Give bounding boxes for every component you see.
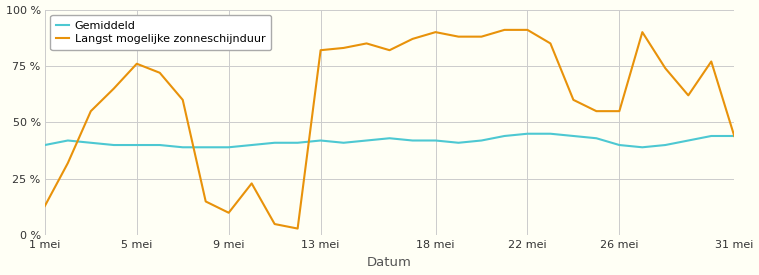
Line: Gemiddeld: Gemiddeld	[45, 134, 734, 147]
Langst mogelijke zonneschijnduur	[684, 94, 693, 97]
Gemiddeld	[661, 143, 670, 147]
Langst mogelijke zonneschijnduur	[109, 87, 118, 90]
Gemiddeld	[178, 146, 187, 149]
Gemiddeld	[224, 146, 233, 149]
Gemiddeld	[293, 141, 302, 144]
Langst mogelijke zonneschijnduur	[477, 35, 486, 38]
Gemiddeld	[615, 143, 624, 147]
Gemiddeld	[270, 141, 279, 144]
Langst mogelijke zonneschijnduur	[592, 109, 601, 113]
Gemiddeld	[500, 134, 509, 138]
Gemiddeld	[385, 137, 394, 140]
Gemiddeld	[454, 141, 463, 144]
Gemiddeld	[523, 132, 532, 135]
Langst mogelijke zonneschijnduur	[707, 60, 716, 63]
Gemiddeld	[729, 134, 739, 138]
Gemiddeld	[592, 137, 601, 140]
Gemiddeld	[109, 143, 118, 147]
Langst mogelijke zonneschijnduur	[454, 35, 463, 38]
Langst mogelijke zonneschijnduur	[270, 222, 279, 226]
Langst mogelijke zonneschijnduur	[546, 42, 555, 45]
Langst mogelijke zonneschijnduur	[132, 62, 141, 65]
Gemiddeld	[684, 139, 693, 142]
Gemiddeld	[339, 141, 348, 144]
Gemiddeld	[408, 139, 417, 142]
Langst mogelijke zonneschijnduur	[661, 67, 670, 70]
Langst mogelijke zonneschijnduur	[339, 46, 348, 50]
Gemiddeld	[63, 139, 72, 142]
Gemiddeld	[247, 143, 257, 147]
Langst mogelijke zonneschijnduur	[201, 200, 210, 203]
Gemiddeld	[477, 139, 486, 142]
Langst mogelijke zonneschijnduur	[178, 98, 187, 101]
Langst mogelijke zonneschijnduur	[293, 227, 302, 230]
Langst mogelijke zonneschijnduur	[224, 211, 233, 215]
Gemiddeld	[155, 143, 164, 147]
Gemiddeld	[201, 146, 210, 149]
Langst mogelijke zonneschijnduur	[87, 109, 96, 113]
Gemiddeld	[431, 139, 440, 142]
Langst mogelijke zonneschijnduur	[408, 37, 417, 40]
Gemiddeld	[568, 134, 578, 138]
Gemiddeld	[316, 139, 325, 142]
Langst mogelijke zonneschijnduur	[40, 204, 49, 208]
Gemiddeld	[40, 143, 49, 147]
Langst mogelijke zonneschijnduur	[362, 42, 371, 45]
Line: Langst mogelijke zonneschijnduur: Langst mogelijke zonneschijnduur	[45, 30, 734, 229]
Langst mogelijke zonneschijnduur	[431, 31, 440, 34]
Langst mogelijke zonneschijnduur	[638, 31, 647, 34]
Gemiddeld	[87, 141, 96, 144]
Legend: Gemiddeld, Langst mogelijke zonneschijnduur: Gemiddeld, Langst mogelijke zonneschijnd…	[50, 15, 271, 50]
Gemiddeld	[362, 139, 371, 142]
Langst mogelijke zonneschijnduur	[155, 71, 164, 75]
Langst mogelijke zonneschijnduur	[568, 98, 578, 101]
Langst mogelijke zonneschijnduur	[385, 49, 394, 52]
Langst mogelijke zonneschijnduur	[500, 28, 509, 32]
Gemiddeld	[546, 132, 555, 135]
Gemiddeld	[707, 134, 716, 138]
Gemiddeld	[638, 146, 647, 149]
Langst mogelijke zonneschijnduur	[316, 49, 325, 52]
Langst mogelijke zonneschijnduur	[523, 28, 532, 32]
X-axis label: Datum: Datum	[367, 257, 412, 269]
Gemiddeld	[132, 143, 141, 147]
Langst mogelijke zonneschijnduur	[63, 161, 72, 165]
Langst mogelijke zonneschijnduur	[247, 182, 257, 185]
Langst mogelijke zonneschijnduur	[615, 109, 624, 113]
Langst mogelijke zonneschijnduur	[729, 134, 739, 138]
